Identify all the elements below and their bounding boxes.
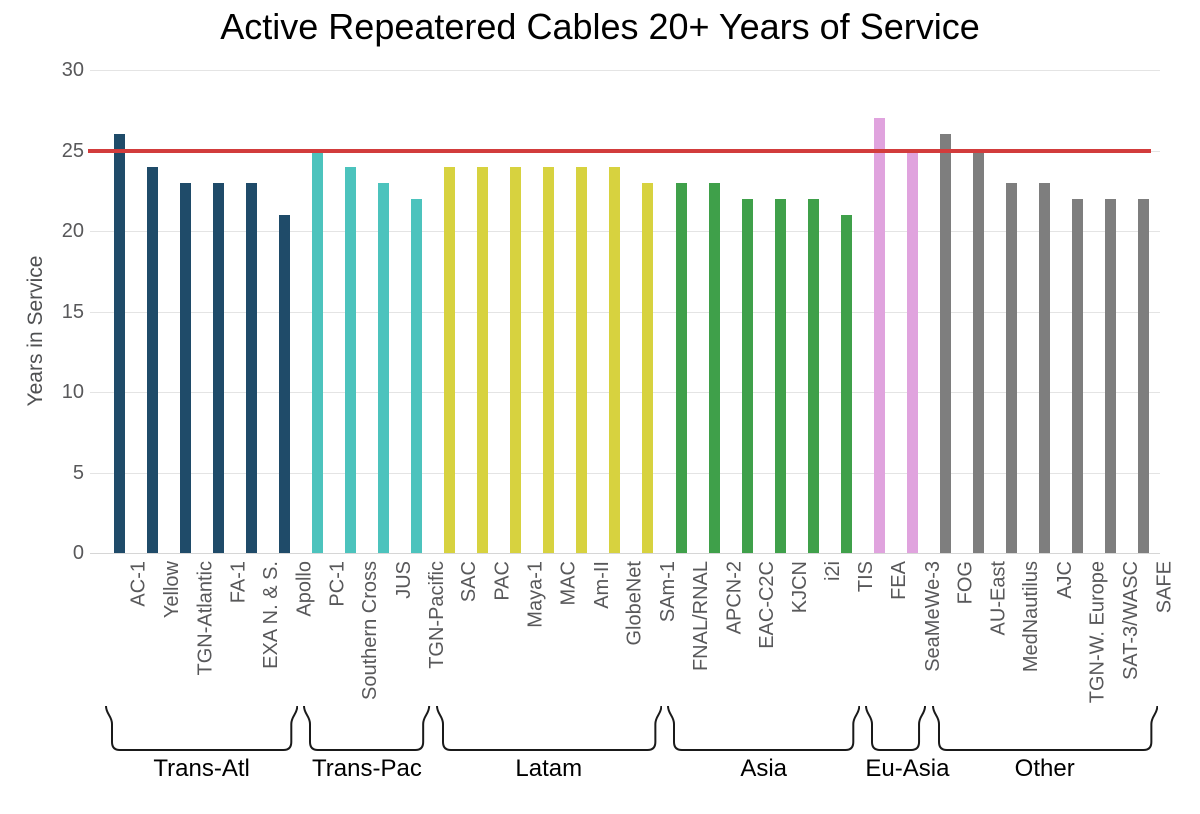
x-label-SeaMeWe-3: SeaMeWe-3	[921, 561, 944, 672]
y-tick-label-5: 5	[72, 461, 84, 484]
group-label-Trans-Atl: Trans-Atl	[153, 755, 250, 782]
y-tick-label-25: 25	[61, 139, 84, 162]
gridline-5	[90, 472, 1160, 474]
bracket-Latam	[435, 706, 662, 751]
x-label-TGN-Atlantic: TGN-Atlantic	[194, 561, 217, 676]
x-label-PAC: PAC	[491, 561, 514, 601]
bracket-Trans-Pac	[303, 706, 431, 751]
chart-title: Active Repeatered Cables 20+ Years of Se…	[220, 6, 980, 47]
x-label-FNAL/RNAL: FNAL/RNAL	[690, 561, 713, 672]
y-tick-label-30: 30	[61, 59, 84, 81]
x-label-TIS: TIS	[855, 561, 878, 593]
bar-SAFE	[1138, 198, 1150, 553]
gridline-20	[90, 231, 1160, 232]
x-label-PC-1: PC-1	[326, 561, 349, 607]
x-label-AJC: AJC	[1053, 561, 1076, 599]
bar-SeaMeWe-3	[906, 152, 918, 553]
x-label-i2i: i2i	[822, 561, 845, 582]
bracket-Other	[931, 706, 1158, 751]
gridline-0	[90, 553, 1160, 554]
y-tick-label-10: 10	[61, 381, 84, 403]
bar-TGN-Pacific	[411, 198, 423, 553]
x-label-EAC-C2C: EAC-C2C	[756, 561, 779, 649]
group-label-Latam: Latam	[515, 755, 583, 782]
bar-PC-1	[311, 152, 323, 553]
bar-SAm-1	[642, 182, 654, 553]
y-tick-label-15: 15	[61, 300, 84, 323]
x-label-SAm-1: SAm-1	[656, 561, 679, 623]
x-label-FOG: FOG	[954, 561, 977, 605]
bar-GlobeNet	[609, 166, 621, 553]
bar-Southern Cross	[344, 166, 356, 553]
bar-EXA N. & S.	[245, 182, 257, 553]
x-label-GlobeNet: GlobeNet	[623, 561, 646, 646]
bracket-Asia	[667, 706, 861, 751]
group-label-Asia: Asia	[740, 755, 787, 782]
bar-APCN-2	[708, 182, 720, 553]
x-label-SAC: SAC	[458, 561, 481, 603]
bar-SAC	[444, 166, 456, 553]
bar-FNAL/RNAL	[675, 182, 687, 553]
x-label-EXA N. & S.: EXA N. & S.	[260, 561, 283, 669]
x-label-JUS: JUS	[392, 561, 415, 599]
x-label-MedNautilus: MedNautilus	[1020, 561, 1043, 673]
bar-JUS	[377, 182, 389, 553]
x-label-SAFE: SAFE	[1152, 561, 1175, 614]
bar-FOG	[940, 134, 951, 553]
x-label-FEA: FEA	[888, 561, 911, 600]
x-label-Maya-1: Maya-1	[524, 561, 547, 628]
bar-KJCN	[774, 198, 786, 553]
bar-AU-East	[973, 150, 985, 553]
gridline-30	[90, 70, 1160, 71]
gridline-10	[90, 392, 1160, 393]
bar-Apollo	[278, 214, 290, 553]
bar-i2i	[807, 198, 819, 553]
x-label-SAT-3/WASC: SAT-3/WASC	[1119, 561, 1142, 680]
x-label-Yellow: Yellow	[161, 561, 184, 619]
bar-Am-II	[576, 166, 588, 553]
x-label-TGN-W. Europe: TGN-W. Europe	[1086, 561, 1109, 704]
bar-TGN-Atlantic	[179, 182, 191, 553]
group-label-Trans-Pac: Trans-Pac	[312, 755, 422, 782]
x-label-AC-1: AC-1	[128, 561, 150, 607]
x-label-MAC: MAC	[557, 561, 580, 606]
bar-FA-1	[212, 182, 224, 553]
bar-FEA	[873, 118, 885, 553]
bar-AC-1	[113, 134, 125, 553]
reference-line	[88, 148, 1151, 153]
bar-Yellow	[146, 166, 158, 553]
y-tick-label-20: 20	[61, 220, 84, 242]
x-label-Am-II: Am-II	[590, 561, 613, 609]
x-label-Southern Cross: Southern Cross	[359, 561, 382, 700]
x-label-AU-East: AU-East	[987, 561, 1010, 636]
bracket-Eu-Asia	[865, 706, 927, 751]
bar-TIS	[840, 214, 852, 553]
x-label-FA-1: FA-1	[227, 561, 250, 604]
bar-MAC	[543, 166, 555, 553]
y-tick-label-0: 0	[72, 542, 84, 564]
x-label-Apollo: Apollo	[293, 561, 316, 617]
bar-MedNautilus	[1006, 182, 1018, 553]
group-label-Eu-Asia: Eu-Asia	[865, 755, 950, 782]
x-label-TGN-Pacific: TGN-Pacific	[425, 561, 448, 669]
x-label-APCN-2: APCN-2	[723, 561, 746, 635]
group-label-Other: Other	[1014, 755, 1075, 782]
bar-PAC	[477, 166, 489, 553]
bar-AJC	[1039, 182, 1051, 553]
x-label-KJCN: KJCN	[789, 561, 812, 614]
gridline-15	[90, 311, 1160, 313]
bracket-Trans-Atl	[105, 706, 299, 751]
bar-EAC-C2C	[741, 198, 753, 553]
bar-SAT-3/WASC	[1105, 198, 1117, 553]
bar-TGN-W. Europe	[1072, 198, 1084, 553]
bar-Maya-1	[510, 166, 522, 553]
